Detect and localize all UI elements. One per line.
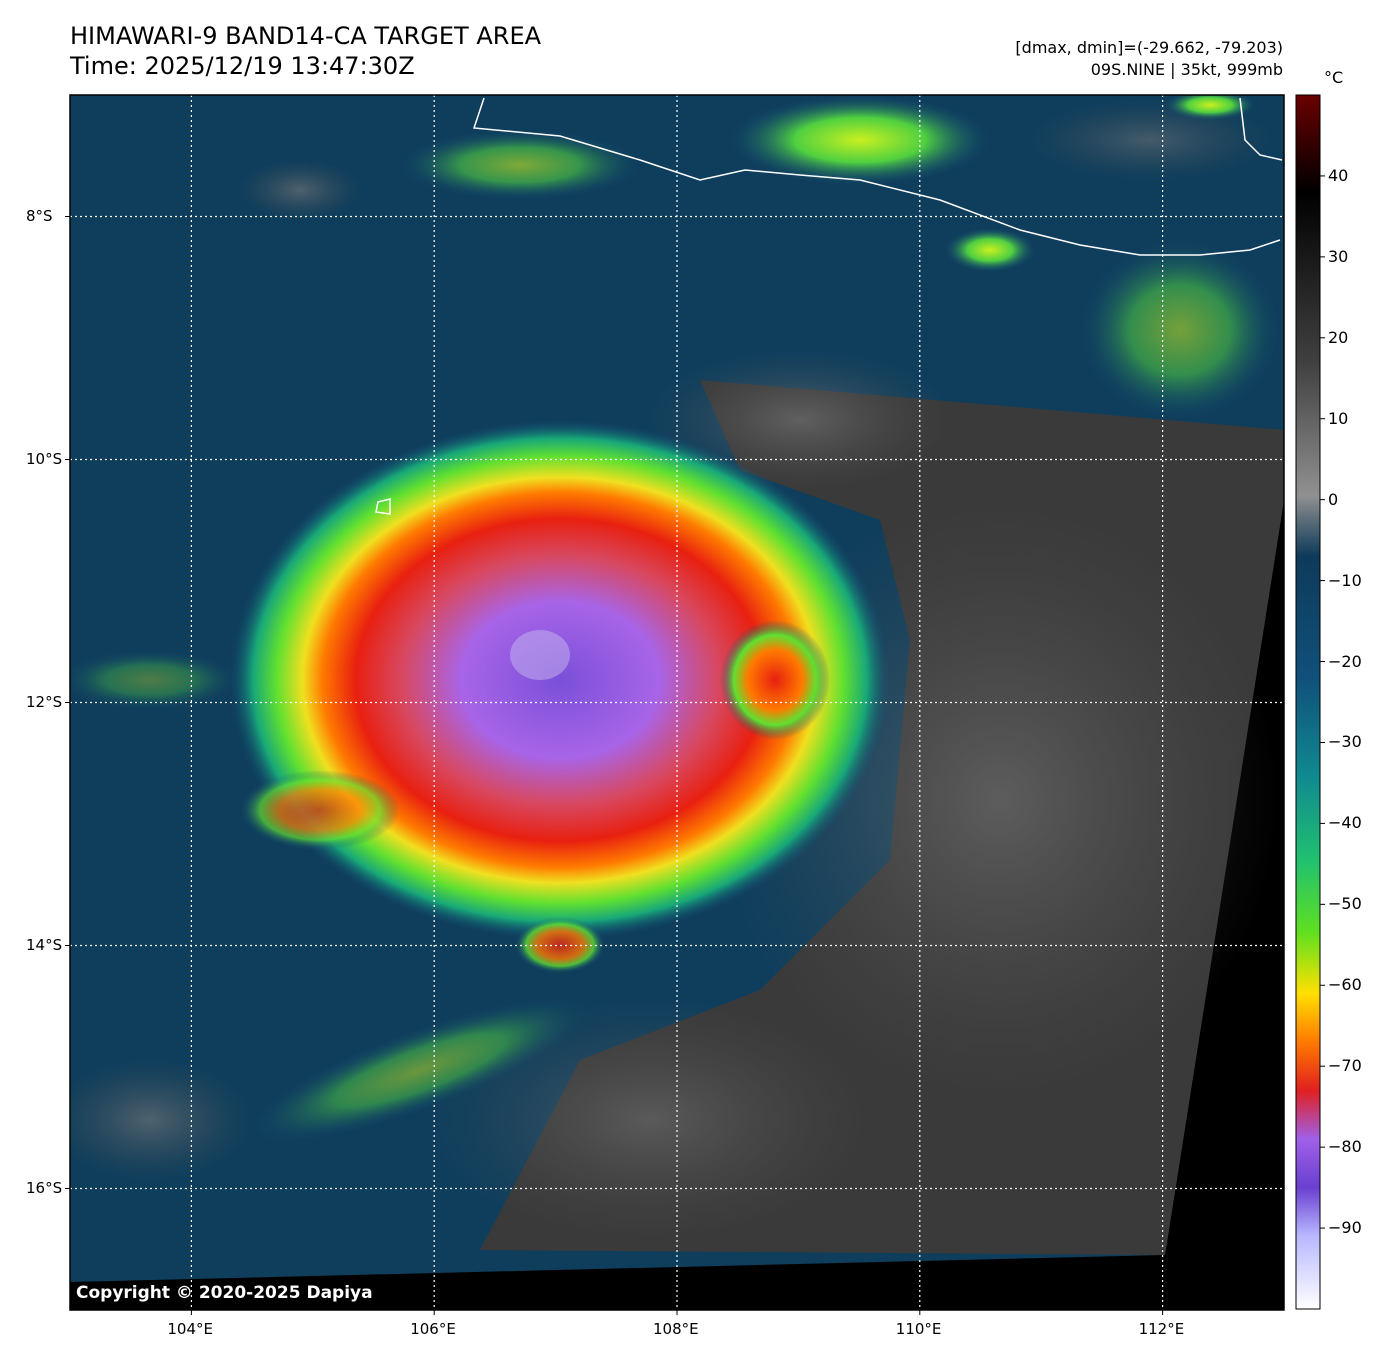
data-range-label: [dmax, dmin]=(-29.662, -79.203) [1015, 38, 1283, 57]
colorbar-tick-label: −20 [1328, 651, 1362, 671]
lat-tick-label: 14°S [26, 935, 63, 954]
lat-tick-label: 16°S [26, 1178, 63, 1197]
lon-tick-label: 108°E [653, 1320, 699, 1338]
colorbar-tick-label: −90 [1328, 1218, 1362, 1238]
colorbar-tick-label: 30 [1328, 246, 1349, 266]
colorbar-tick-label: 20 [1328, 327, 1349, 347]
colorbar-tick-label: −70 [1328, 1056, 1362, 1076]
copyright-text: Copyright © 2020-2025 Dapiya [76, 1283, 373, 1303]
lat-tick-label: 10°S [26, 449, 63, 468]
colorbar-tick-label: 10 [1328, 408, 1349, 428]
lon-tick-label: 104°E [167, 1320, 213, 1338]
colorbar-tick-label: −60 [1328, 975, 1362, 995]
colorbar-tick-label: −10 [1328, 570, 1362, 590]
lon-tick-label: 106°E [410, 1320, 456, 1338]
gridlines [70, 95, 1284, 1310]
chart-title: HIMAWARI-9 BAND14-CA TARGET AREA [70, 22, 542, 50]
lat-tick-label: 12°S [26, 692, 63, 711]
colorbar [1295, 94, 1321, 1310]
colorbar-tick-label: −50 [1328, 894, 1362, 914]
colorbar-unit: °C [1324, 68, 1344, 87]
storm-info-label: 09S.NINE | 35kt, 999mb [1090, 60, 1283, 79]
lon-tick-label: 112°E [1138, 1320, 1185, 1338]
lat-tick-label: 8°S [26, 206, 53, 225]
colorbar-tick-label: 40 [1328, 165, 1349, 185]
colorbar-tick-label: −80 [1328, 1137, 1362, 1157]
coastline [472, 97, 1281, 256]
lon-tick-label: 110°E [895, 1320, 942, 1338]
colorbar-tick-label: −40 [1328, 813, 1362, 833]
colorbar-tick-label: 0 [1328, 489, 1339, 509]
colorbar-tick-label: −30 [1328, 732, 1362, 752]
timestamp: Time: 2025/12/19 13:47:30Z [70, 52, 415, 80]
